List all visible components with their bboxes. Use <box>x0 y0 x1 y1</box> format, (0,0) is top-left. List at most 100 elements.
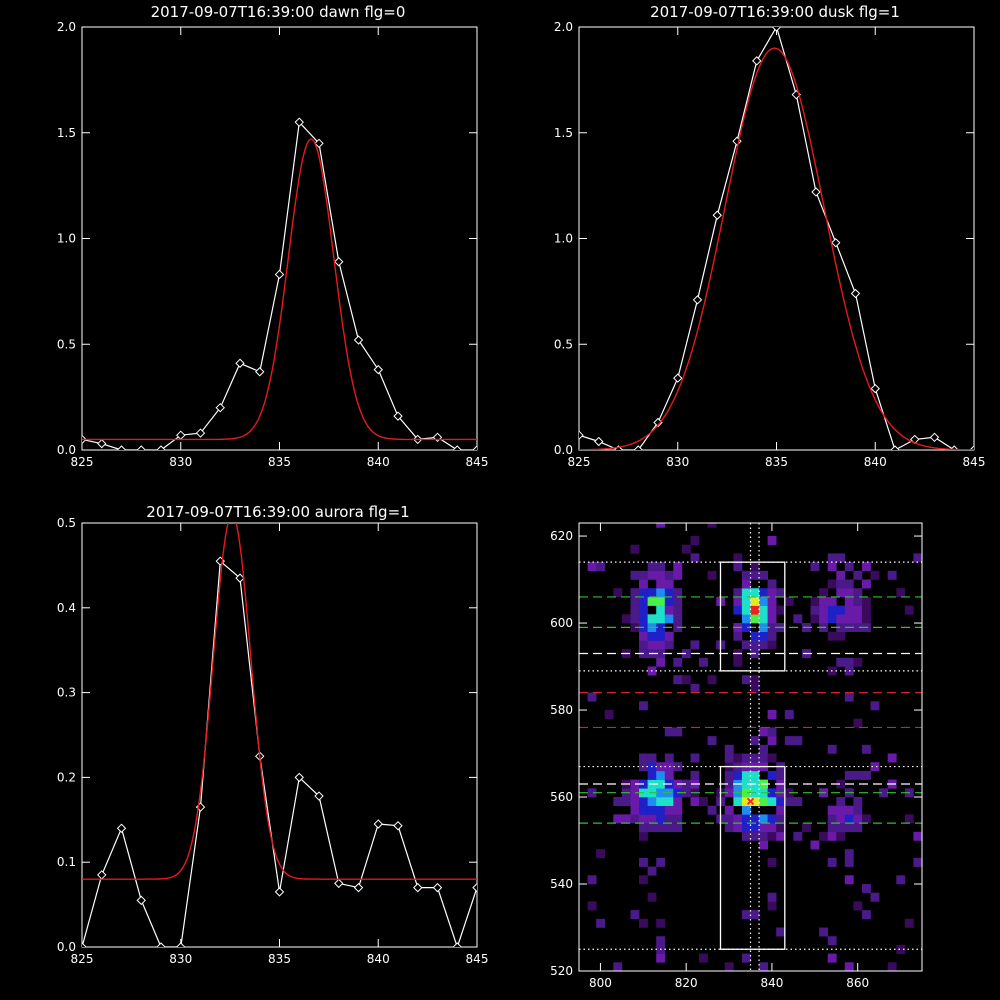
heatmap-cell <box>759 744 768 754</box>
heatmap-cell <box>913 831 922 841</box>
heatmap-cell <box>836 779 846 789</box>
data-point-dusk <box>890 445 900 450</box>
data-point-dawn <box>235 358 245 368</box>
heatmap-cell <box>776 588 786 598</box>
heatmap-cell <box>759 797 768 806</box>
heatmap-cell <box>844 849 854 859</box>
x-tick-label: 820 <box>675 976 698 990</box>
heatmap-cell <box>639 596 648 606</box>
heatmap-cell <box>664 605 674 615</box>
heatmap-cell <box>673 823 683 833</box>
heatmap-cell <box>827 553 837 563</box>
heatmap-cell <box>827 953 837 963</box>
heatmap-cell <box>819 831 828 841</box>
fit-curve-dawn <box>82 138 477 441</box>
heatmap-cell <box>596 918 605 928</box>
data-point-dusk <box>673 373 683 383</box>
data-point-aurora <box>432 882 443 893</box>
heatmap-cell <box>681 544 691 554</box>
heatmap-cell <box>767 614 777 624</box>
heatmap-cell <box>673 588 683 598</box>
heatmap-cell <box>844 875 854 885</box>
heatmap-cell <box>887 962 897 971</box>
panel-aurora-spectrum: 2017-09-07T16:39:00 aurora flg=1 825 830 8… <box>57 503 489 966</box>
heatmap-cell <box>827 805 837 815</box>
heatmap-cell <box>836 553 846 563</box>
heatmap-cell <box>656 605 666 615</box>
heatmap-cell <box>681 779 691 789</box>
x-tick-label: 845 <box>466 455 489 469</box>
y-tick-label: 0.5 <box>57 337 76 351</box>
selection-box <box>719 765 786 950</box>
heatmap-cell <box>647 823 657 833</box>
heatmap-cell <box>776 770 786 780</box>
heatmap-cell <box>767 596 777 606</box>
y-tick-label: 600 <box>550 616 573 630</box>
heatmap-cell <box>630 910 640 920</box>
heatmap-cell <box>707 570 717 580</box>
heatmap-cell <box>759 814 768 824</box>
data-point-aurora <box>353 882 364 893</box>
heatmap-cell <box>733 588 743 598</box>
heatmap-cell <box>681 675 691 685</box>
panel-detector-image: 800 820 840 860 520 540 560 580 600 620 <box>550 522 923 990</box>
heatmap-cell <box>844 588 854 598</box>
heatmap-cell <box>630 596 640 606</box>
data-point-aurora <box>413 882 423 893</box>
peak-marker <box>746 797 755 806</box>
heatmap-cell <box>673 596 683 606</box>
heatmap-cell <box>913 857 922 867</box>
heatmap-cell <box>827 936 837 946</box>
heatmap-cell <box>819 596 828 606</box>
heatmap-cell <box>741 910 751 920</box>
heatmap-cell <box>836 605 846 615</box>
heatmap-cell <box>724 814 734 824</box>
heatmap-cell <box>587 562 597 572</box>
heatmap-cell <box>759 596 768 606</box>
data-point-dusk <box>831 238 841 248</box>
heatmap-cell <box>724 770 734 780</box>
data-point-dusk <box>633 445 643 450</box>
heatmap-cell <box>750 631 760 641</box>
fit-curve-aurora <box>82 523 477 880</box>
heatmap-cell <box>733 596 743 606</box>
plot-frame-image <box>578 522 923 972</box>
heatmap-cell <box>664 579 674 589</box>
heatmap-cell <box>844 814 854 824</box>
x-tick-label: 825 <box>71 455 94 469</box>
heatmap-cell <box>827 814 837 824</box>
heatmap-cell <box>724 805 734 815</box>
heatmap-cell <box>862 614 871 624</box>
heatmap-cell <box>673 562 683 572</box>
heatmap-cell <box>827 562 837 572</box>
panel-title-aurora: 2017-09-07T16:39:00 aurora flg=1 <box>146 503 409 521</box>
heatmap-cell <box>741 596 751 606</box>
heatmap-cell <box>913 553 922 563</box>
heatmap-cell <box>630 588 640 598</box>
data-point-dawn <box>294 117 304 127</box>
heatmap-cell <box>690 753 700 763</box>
heatmap-cell <box>793 614 803 624</box>
data-point-dawn <box>314 138 324 149</box>
x-tick-label: 840 <box>760 976 783 990</box>
heatmap-cell <box>836 623 846 632</box>
heatmap-cell <box>776 927 786 937</box>
heatmap-cell <box>810 605 820 615</box>
heatmap-cell <box>656 797 666 806</box>
heatmap-cell <box>596 562 605 572</box>
heatmap-cell <box>776 823 786 833</box>
heatmap-cell <box>853 814 863 824</box>
heatmap-cell <box>741 579 751 589</box>
heatmap-cell <box>639 631 648 641</box>
heatmap-cell <box>836 805 846 815</box>
heatmap-cell <box>767 753 777 763</box>
data-point-dawn <box>334 257 344 267</box>
heatmap-cell <box>836 588 846 598</box>
heatmap-cell <box>639 605 648 615</box>
data-point-dusk <box>752 56 762 66</box>
heatmap-cell <box>844 596 854 606</box>
heatmap-cell <box>767 797 777 806</box>
heatmap-cell <box>664 631 674 641</box>
heatmap-cell <box>759 570 768 580</box>
data-point-aurora <box>314 791 324 801</box>
